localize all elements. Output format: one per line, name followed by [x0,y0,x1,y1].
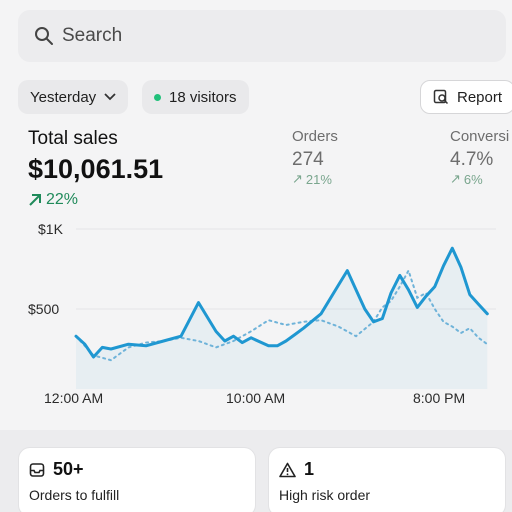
x-tick-label: 12:00 AM [44,390,104,406]
arrow-up-right-icon: ↗ [292,171,303,186]
x-tick-label: 10:00 AM [226,390,286,406]
orders-change-value: 21% [305,171,332,187]
orders-to-fulfill-count: 50+ [29,459,84,480]
warning-icon [279,462,296,477]
search-icon [35,27,53,45]
high-risk-order-label: High risk order [279,487,371,503]
search-bar[interactable] [18,10,506,62]
y-tick-label: $1K [38,221,63,237]
date-range-label: Yesterday [30,88,97,106]
high-risk-order-value: 1 [304,459,315,479]
report-label: Report [457,88,503,106]
report-icon [433,89,449,105]
orders-change: ↗ 21% [292,171,332,187]
orders-to-fulfill-card[interactable]: 50+ Orders to fulfill [18,447,256,512]
high-risk-order-count: 1 [279,459,314,480]
conversion-label: Conversi [450,128,510,145]
total-sales-change-value: 22% [46,191,79,208]
x-tick-label: 8:00 PM [413,390,466,406]
orders-value: 274 [292,149,324,170]
visitors-badge[interactable]: 18 visitors [142,80,249,114]
sales-chart [74,228,496,389]
live-dot-icon [154,93,161,101]
visitors-label: 18 visitors [169,88,237,106]
sales-series-line [74,246,489,359]
search-input[interactable] [62,25,462,47]
inbox-icon [29,462,45,477]
arrow-up-right-icon [29,194,41,206]
y-tick-label: $500 [28,301,60,317]
conversion-change-value: 6% [463,171,483,187]
conversion-change: ↗ 6% [450,171,483,187]
chevron-down-icon [104,93,116,101]
orders-label: Orders [292,128,338,145]
orders-to-fulfill-value: 50+ [53,459,84,479]
arrow-up-right-icon: ↗ [450,171,461,186]
series-area [76,248,488,389]
report-button[interactable]: Report [420,80,512,114]
total-sales-change: 22% [28,191,78,209]
conversion-value: 4.7% [450,149,494,170]
orders-to-fulfill-label: Orders to fulfill [29,487,120,503]
date-range-selector[interactable]: Yesterday [18,80,129,114]
high-risk-order-card[interactable]: 1 High risk order [268,447,506,512]
total-sales-value: $10,061.51 [28,154,164,184]
total-sales-label: Total sales [28,128,118,149]
